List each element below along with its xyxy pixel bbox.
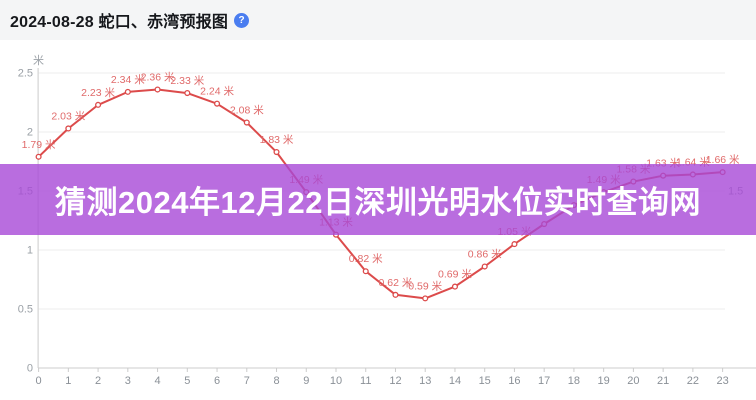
x-axis-tick-label: 14 [449, 375, 461, 387]
x-axis-tick-label: 5 [184, 375, 190, 387]
x-axis-tick-label: 12 [389, 375, 401, 387]
y-axis-unit-label: 米 [33, 54, 44, 67]
x-axis-tick-label: 22 [687, 375, 699, 387]
x-axis-tick-label: 4 [154, 375, 160, 387]
chart-title: 2024-08-28 蛇口、赤湾预报图 [10, 14, 229, 31]
data-point-label: 1.83 米 [260, 133, 294, 146]
x-axis-tick-label: 20 [627, 375, 639, 387]
x-axis-tick-label: 1 [65, 375, 71, 387]
x-axis-tick-label: 0 [36, 375, 42, 387]
data-point[interactable] [481, 263, 488, 270]
x-axis-tick-label: 2 [95, 375, 101, 387]
x-axis-tick-label: 17 [538, 375, 550, 387]
y-axis-tick-label: 0.5 [18, 304, 33, 316]
x-axis-tick-label: 23 [716, 375, 728, 387]
x-axis-tick-label: 15 [479, 375, 491, 387]
data-point[interactable] [184, 90, 191, 97]
data-point[interactable] [154, 86, 161, 93]
x-axis-tick-label: 21 [657, 375, 669, 387]
data-point[interactable] [422, 295, 429, 302]
data-point-label: 0.62 米 [379, 276, 413, 289]
y-axis-tick-label: 2.5 [18, 68, 33, 80]
x-axis-tick-label: 11 [360, 375, 371, 387]
x-axis-tick-label: 10 [330, 375, 342, 387]
data-point[interactable] [392, 291, 399, 298]
y-axis-tick-label: 0 [27, 363, 33, 375]
data-point[interactable] [451, 283, 459, 290]
x-axis-tick-label: 13 [419, 375, 431, 387]
data-point[interactable] [243, 119, 250, 126]
data-point-label: 2.03 米 [51, 109, 85, 122]
y-axis-tick-label: 2 [27, 127, 33, 139]
data-point-label: 0.59 米 [408, 279, 442, 292]
data-point-label: 1.79 米 [22, 138, 56, 151]
watermark-banner: 猜测2024年12月22日深圳光明水位实时查询网 [0, 164, 756, 235]
x-axis-tick-label: 9 [303, 375, 309, 387]
x-axis-tick-label: 6 [214, 375, 220, 387]
data-point[interactable] [511, 241, 518, 248]
data-point[interactable] [362, 268, 369, 275]
data-point[interactable] [65, 125, 72, 132]
x-axis-tick-label: 3 [125, 375, 131, 387]
x-axis-tick-label: 16 [508, 375, 520, 387]
data-point-label: 0.86 米 [468, 248, 502, 261]
y-axis-tick-label: 1 [27, 245, 33, 257]
data-point-label: 2.08 米 [230, 104, 264, 117]
data-point[interactable] [213, 100, 221, 107]
data-point[interactable] [124, 88, 131, 95]
watermark-text: 猜测2024年12月22日深圳光明水位实时查询网 [55, 185, 701, 220]
data-point-label: 2.36 米 [141, 71, 175, 84]
data-point-label: 0.82 米 [349, 252, 383, 265]
chart-header: 2024-08-28 蛇口、赤湾预报图 ? [0, 0, 756, 40]
data-point-label: 2.23 米 [81, 86, 115, 99]
data-point[interactable] [273, 149, 280, 156]
data-point-label: 2.34 米 [111, 73, 145, 86]
x-axis-tick-label: 18 [568, 375, 580, 387]
data-point-label: 2.33 米 [170, 74, 204, 87]
data-point[interactable] [35, 153, 42, 160]
help-icon[interactable]: ? [234, 12, 250, 28]
x-axis-tick-label: 8 [273, 375, 279, 387]
data-point[interactable] [95, 101, 102, 108]
x-axis-tick-label: 7 [244, 375, 250, 387]
x-axis-tick-label: 19 [598, 375, 610, 387]
data-point-label: 1.66 米 [706, 153, 740, 166]
data-point-label: 2.24 米 [200, 85, 234, 98]
data-point-label: 0.69 米 [438, 268, 472, 281]
